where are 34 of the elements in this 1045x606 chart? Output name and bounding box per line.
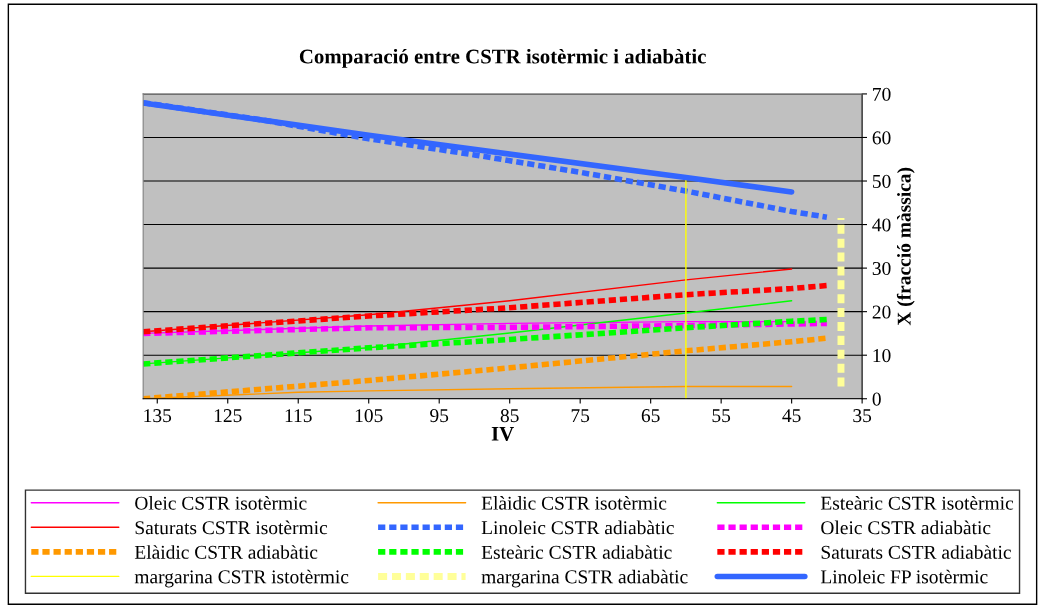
legend-label: margarina CSTR adiabàtic <box>481 569 688 588</box>
y-tick-label: 60 <box>872 131 891 145</box>
y-tick-label: 20 <box>872 305 891 319</box>
y-tick-label: 70 <box>873 87 891 101</box>
legend-label: Oleic CSTR isotèrmic <box>135 496 307 510</box>
legend-label: Elàidic CSTR adiabàtic <box>134 545 318 559</box>
y-tick-label: 40 <box>872 218 891 232</box>
chart-title: Comparació entre CSTR isotèrmic i adiabàtic <box>299 48 706 68</box>
legend-label: Saturats CSTR adiabàtic <box>821 545 1011 559</box>
y-tick-label: 50 <box>872 174 891 188</box>
legend-label: Esteàric CSTR adiabàtic <box>481 545 672 559</box>
x-tick-label: 45 <box>782 409 801 423</box>
x-tick-label: 135 <box>144 409 172 423</box>
x-tick-label: 115 <box>285 409 312 423</box>
legend-label: Esteàric CSTR isotèrmic <box>820 496 1014 510</box>
legend-label: Elàidic CSTR isotèrmic <box>481 496 667 510</box>
x-tick-label: 105 <box>355 409 383 423</box>
x-tick-label: 125 <box>214 409 242 423</box>
x-tick-label: 55 <box>712 409 731 423</box>
legend-label: Oleic CSTR adiabàtic <box>821 520 991 535</box>
legend-label: Linoleic FP isotèrmic <box>820 569 988 584</box>
y-axis-title: X (fracció màssica) <box>896 167 915 326</box>
x-axis-title: IV <box>491 426 514 441</box>
legend-label: margarina CSTR istotèrmic <box>134 569 349 588</box>
y-tick-label: 10 <box>873 349 891 363</box>
x-tick-label: 65 <box>641 409 660 423</box>
x-tick-label: 75 <box>571 409 590 423</box>
x-tick-label: 95 <box>430 409 449 423</box>
x-tick-label: 35 <box>853 409 872 423</box>
y-tick-label: 0 <box>872 392 881 406</box>
legend-label: Saturats CSTR isotèrmic <box>135 520 328 535</box>
legend-label: Linoleic CSTR adiabàtic <box>481 520 674 535</box>
y-tick-label: 30 <box>872 261 891 276</box>
x-tick-label: 85 <box>500 409 519 423</box>
